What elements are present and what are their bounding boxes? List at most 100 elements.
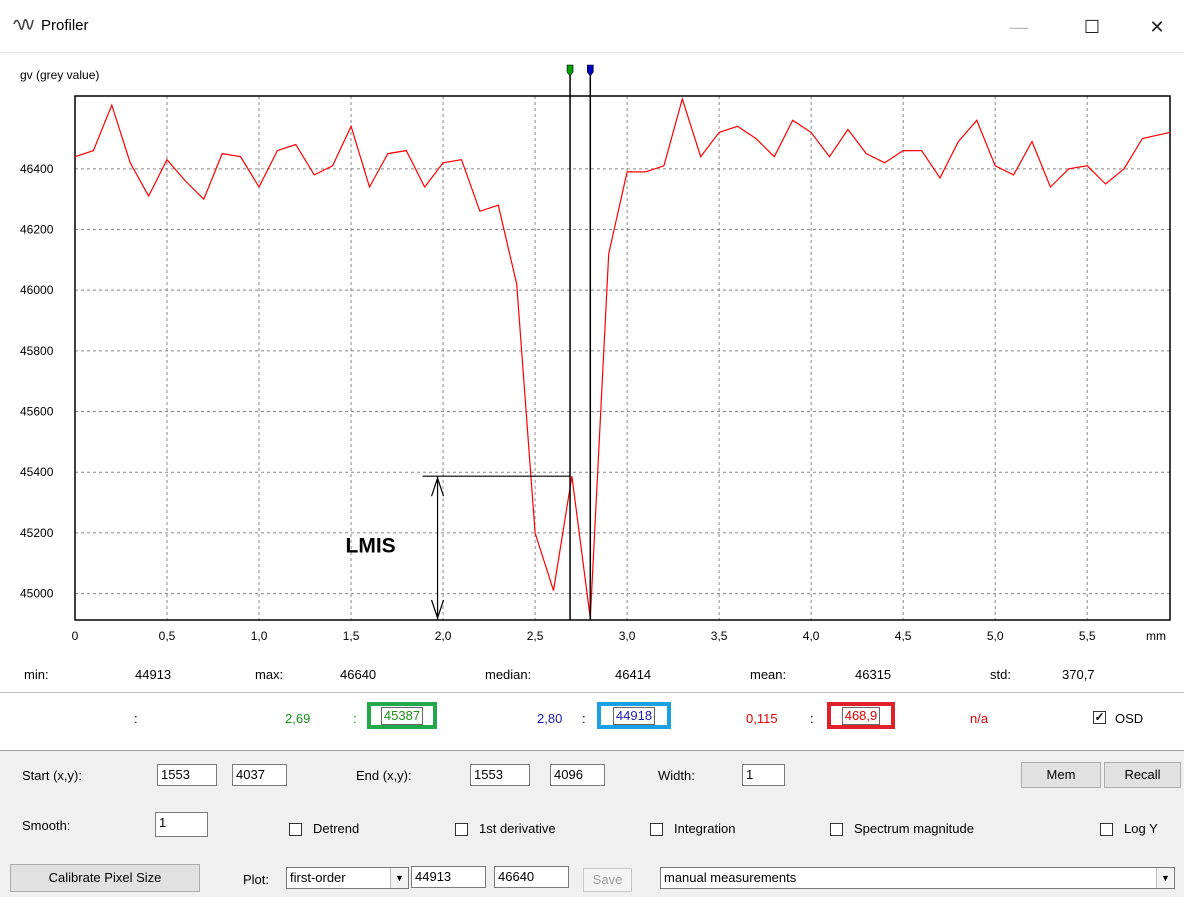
spectrum-magnitude-checkbox[interactable] [830,823,843,836]
colon: : [810,711,814,726]
x-tick-label: 3,0 [619,629,636,643]
detrend-label: Detrend [313,821,360,836]
plot-max-input[interactable]: 46640 [494,866,569,888]
na-value: n/a [970,711,989,726]
std-value: 370,7 [1062,667,1095,682]
y-axis-label: gv (grey value) [20,68,100,82]
y-tick-label: 46000 [20,283,54,297]
log-y-checkbox[interactable] [1100,823,1113,836]
maximize-icon[interactable]: ☐ [1083,17,1101,37]
x-tick-label: 0 [72,629,79,643]
osd-label: OSD [1115,711,1144,726]
end-x-input[interactable]: 1553 [470,764,530,786]
recall-button[interactable]: Recall [1104,762,1181,788]
first-derivative-checkbox[interactable] [455,823,468,836]
smooth-input[interactable]: 1 [155,812,208,837]
measurement-mode-select[interactable]: manual measurements ▼ [660,867,1175,889]
min-value: 44913 [135,667,172,682]
y-tick-label: 45600 [20,405,54,419]
end-label: End (x,y): [356,768,412,783]
colon: : [134,711,138,726]
plot-frame [74,95,1171,621]
x-tick-label: 3,5 [711,629,728,643]
spectrum-magnitude-label: Spectrum magnitude [854,821,974,836]
x-tick-label: 1,0 [251,629,268,643]
integration-checkbox[interactable] [650,823,663,836]
y-tick-label: 46200 [20,223,54,237]
integration-label: Integration [674,821,736,836]
std-label: std: [990,667,1011,682]
difference-value: 468,9 [841,707,881,725]
annotation-arrowhead-up [430,476,445,497]
blue-cursor-value-box: 44918 [597,702,671,729]
x-tick-label: 5,5 [1079,629,1096,643]
control-panel: Start (x,y): 1553 4037 End (x,y): 1553 4… [0,750,1184,897]
width-input[interactable]: 1 [742,764,785,786]
smooth-label: Smooth: [22,818,71,833]
log-y-label: Log Y [1124,821,1158,836]
mean-label: mean: [750,667,787,682]
title-bar: Profiler — ☐ ✕ [0,0,1184,53]
y-tick-label: 45400 [20,465,54,479]
median-value: 46414 [615,667,652,682]
x-unit-label: mm [1146,629,1166,643]
colon: : [353,711,357,726]
osd-checkbox[interactable]: ✓ [1093,710,1106,724]
chevron-down-icon[interactable]: ▼ [390,868,408,888]
difference-value-box: 468,9 [827,702,895,729]
minimize-icon[interactable]: — [1010,17,1028,37]
x-tick-label: 0,5 [159,629,176,643]
measurement-mode-value: manual measurements [664,870,797,885]
statistics-row: min: 44913 max: 46640 median: 46414 mean… [0,658,1184,690]
green-cursor-value: 45387 [380,707,424,725]
max-value: 46640 [340,667,377,682]
profiler-app-icon [13,18,34,30]
save-button[interactable]: Save [583,868,632,892]
max-label: max: [255,667,284,682]
green-cursor-value-box: 45387 [367,702,437,729]
divider [0,692,1184,693]
cursor-marker [586,64,594,77]
profile-series-line [74,96,1171,619]
blue-cursor-position: 2,80 [537,711,563,726]
x-tick-label: 5,0 [987,629,1004,643]
first-derivative-label: 1st derivative [479,821,556,836]
window-title: Profiler [41,17,89,34]
chevron-down-icon[interactable]: ▼ [1156,868,1174,888]
mem-button[interactable]: Mem [1021,762,1101,788]
green-cursor-position: 2,69 [285,711,311,726]
start-label: Start (x,y): [22,768,82,783]
x-tick-label: 1,5 [343,629,360,643]
close-icon[interactable]: ✕ [1149,17,1165,37]
start-x-input[interactable]: 1553 [157,764,217,786]
blue-cursor-value: 44918 [612,707,656,725]
plot-min-input[interactable]: 44913 [411,866,486,888]
min-label: min: [24,667,49,682]
calibrate-pixel-size-button[interactable]: Calibrate Pixel Size [10,864,200,892]
x-tick-label: 4,0 [803,629,820,643]
y-tick-label: 46400 [20,162,54,176]
median-label: median: [485,667,532,682]
plot-type-select[interactable]: first-order ▼ [286,867,409,889]
mean-value: 46315 [855,667,892,682]
profile-chart[interactable]: 46400 46200 46000 45800 45600 45400 45200 45000… [0,53,1184,655]
plot-label: Plot: [243,872,270,887]
colon: : [582,711,586,726]
end-y-input[interactable]: 4096 [550,764,605,786]
cursor-distance: 0,115 [746,711,778,726]
lmis-annotation-label: LMIS [346,534,396,557]
start-y-input[interactable]: 4037 [232,764,287,786]
x-tick-label: 2,5 [527,629,544,643]
x-tick-label: 4,5 [895,629,912,643]
detrend-checkbox[interactable] [289,823,302,836]
y-tick-label: 45000 [20,587,54,601]
x-tick-label: 2,0 [435,629,452,643]
y-tick-label: 45200 [20,526,54,540]
y-tick-label: 45800 [20,344,54,358]
annotation-arrowhead-down [430,599,445,620]
cursor-marker [566,64,574,77]
divider [0,750,1184,751]
width-label: Width: [658,768,695,783]
measurement-row: : 2,69 : 45387 2,80 : 44918 0,115 : 468,… [0,694,1184,746]
plot-type-value: first-order [290,870,346,885]
